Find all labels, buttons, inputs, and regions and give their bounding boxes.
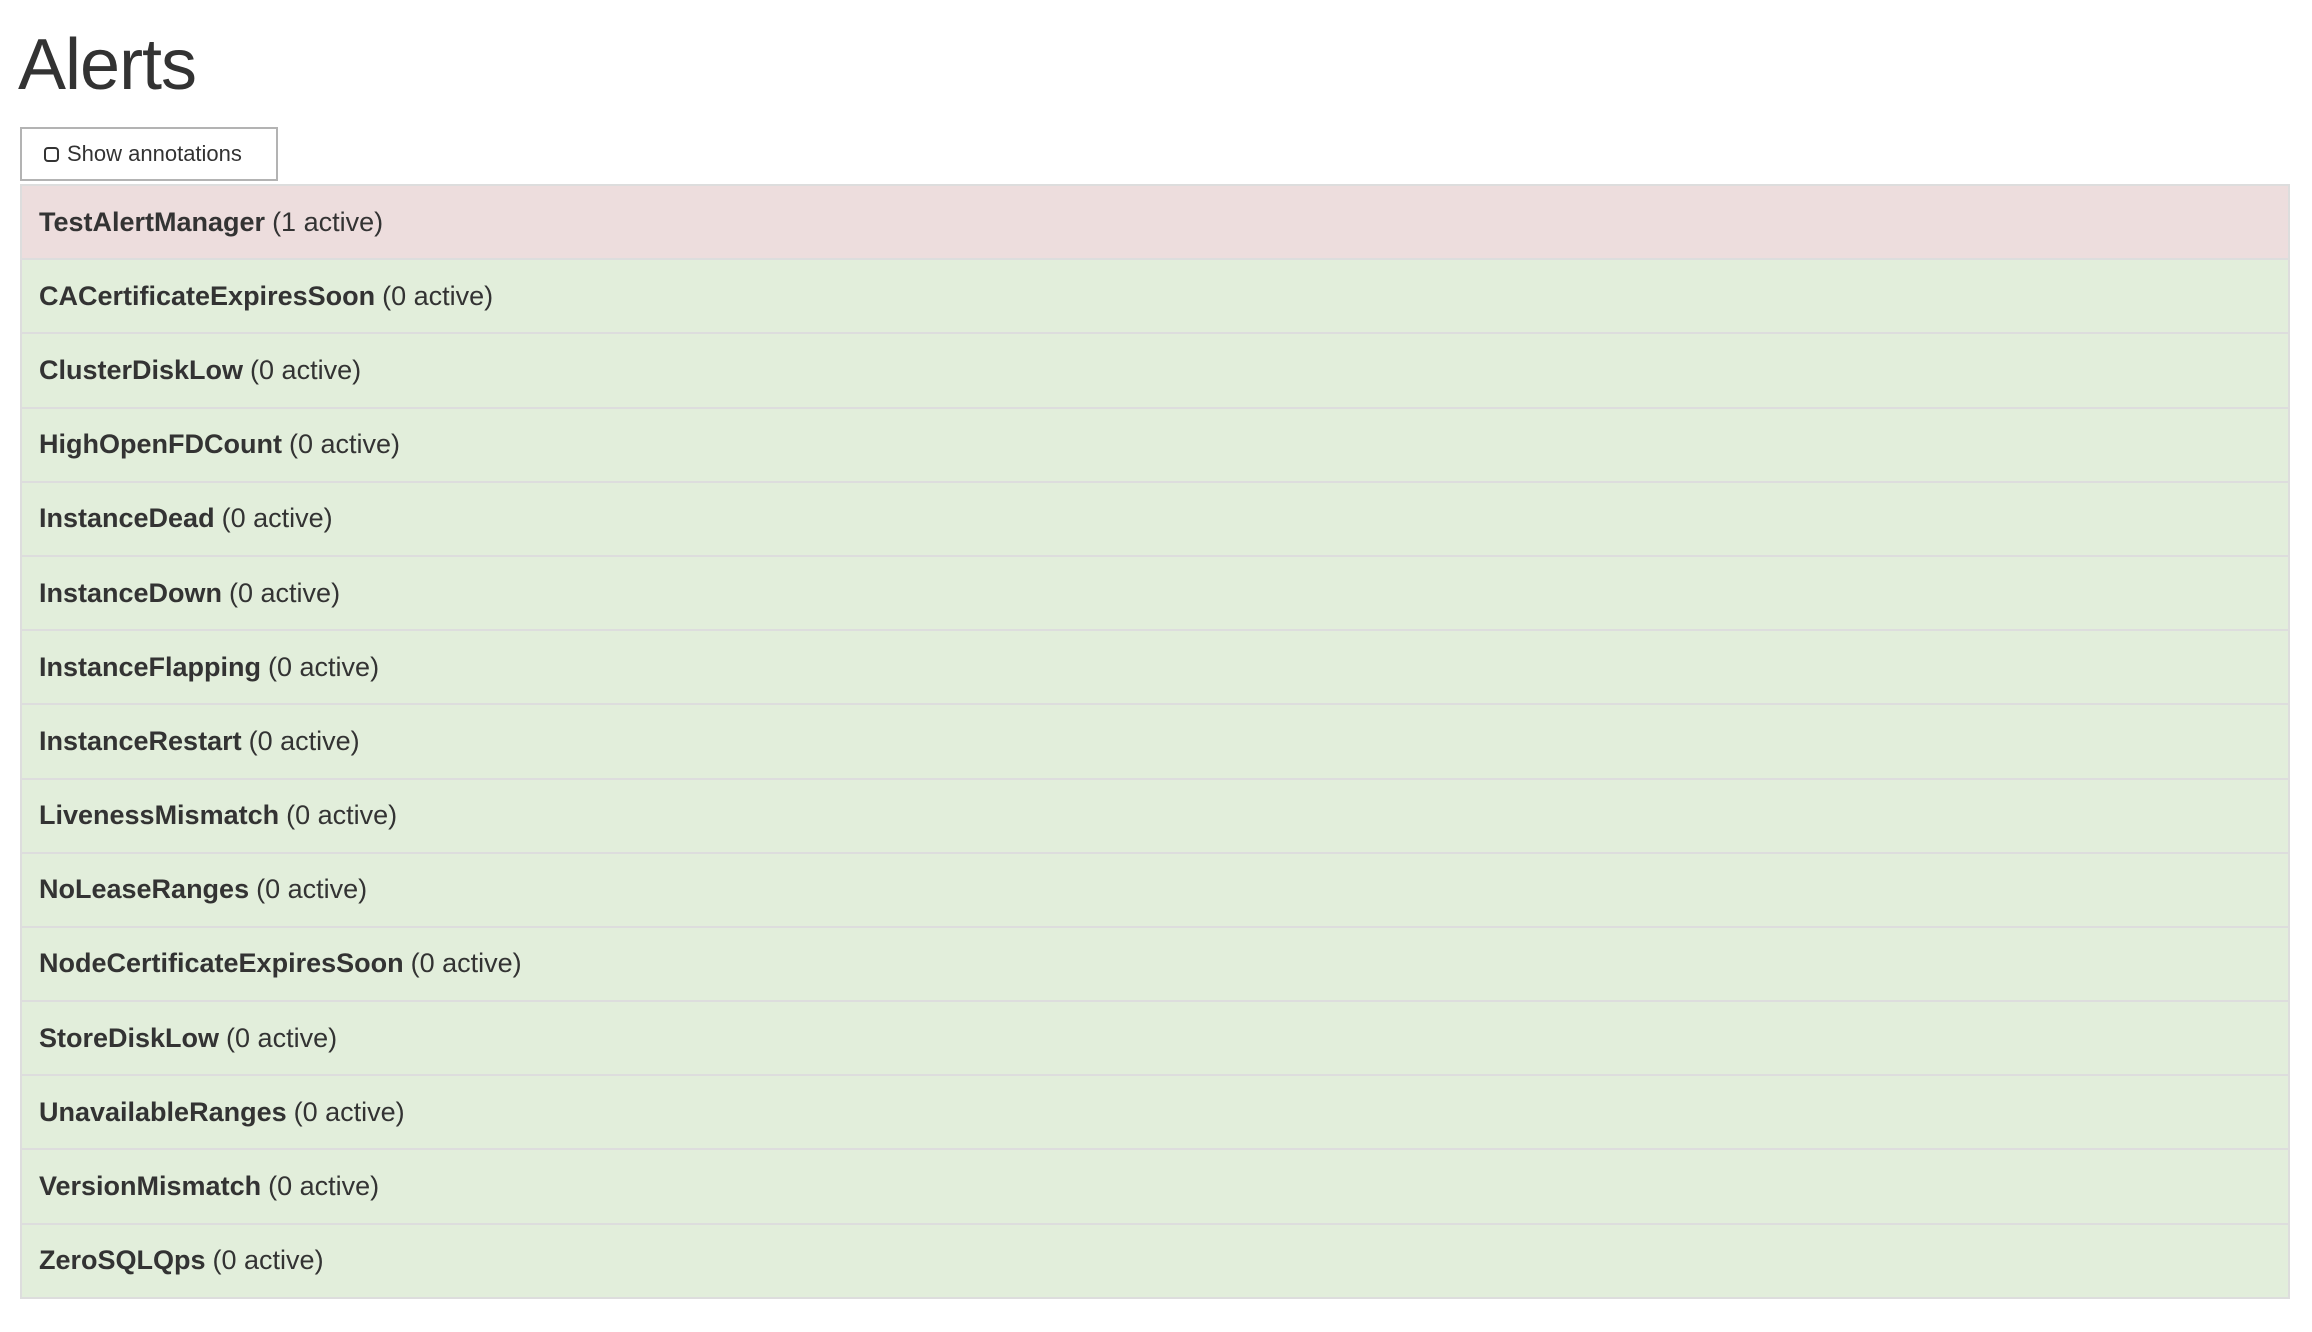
alert-name: TestAlertManager: [39, 206, 266, 237]
alert-name: NoLeaseRanges: [39, 874, 250, 905]
alert-group-row[interactable]: HighOpenFDCount (0 active): [22, 406, 2288, 481]
alert-active-count: (0 active): [256, 874, 368, 905]
alert-name: ZeroSQLQps: [39, 1245, 206, 1276]
alert-active-count: (0 active): [410, 948, 522, 979]
alert-group-row[interactable]: UnavailableRanges (0 active): [22, 1074, 2288, 1149]
alert-name: UnavailableRanges: [39, 1096, 287, 1127]
alert-active-count: (0 active): [248, 725, 360, 756]
show-annotations-label: Show annotations: [67, 141, 242, 166]
alert-name: CACertificateExpiresSoon: [39, 280, 376, 311]
alert-group-row[interactable]: InstanceRestart (0 active): [22, 703, 2288, 778]
alert-active-count: (0 active): [382, 280, 494, 311]
alert-name: InstanceRestart: [39, 725, 242, 756]
alert-active-count: (0 active): [221, 503, 333, 534]
alert-group-row[interactable]: TestAlertManager (1 active): [22, 184, 2288, 259]
alert-name: StoreDiskLow: [39, 1022, 220, 1053]
alert-group-row[interactable]: InstanceFlapping (0 active): [22, 629, 2288, 704]
alert-name: InstanceFlapping: [39, 651, 262, 682]
alert-group-row[interactable]: LivenessMismatch (0 active): [22, 777, 2288, 852]
alert-active-count: (1 active): [272, 206, 384, 237]
alert-group-row[interactable]: InstanceDead (0 active): [22, 480, 2288, 555]
alert-group-row[interactable]: ClusterDiskLow (0 active): [22, 332, 2288, 407]
alert-group-row[interactable]: CACertificateExpiresSoon (0 active): [22, 258, 2288, 333]
alert-active-count: (0 active): [226, 1022, 338, 1053]
alert-group-row[interactable]: NodeCertificateExpiresSoon (0 active): [22, 925, 2288, 1001]
alert-name: LivenessMismatch: [39, 800, 280, 831]
alert-active-count: (0 active): [268, 1171, 380, 1202]
alert-name: HighOpenFDCount: [39, 429, 282, 460]
alert-active-count: (0 active): [293, 1096, 405, 1127]
alert-active-count: (0 active): [288, 429, 400, 460]
alert-name: InstanceDead: [39, 503, 215, 534]
alert-active-count: (0 active): [268, 651, 380, 682]
alert-group-row[interactable]: VersionMismatch (0 active): [22, 1148, 2288, 1223]
alert-group-row[interactable]: ZeroSQLQps (0 active): [22, 1222, 2288, 1297]
alert-active-count: (0 active): [250, 354, 362, 385]
alert-group-row[interactable]: NoLeaseRanges (0 active): [22, 851, 2288, 926]
alert-active-count: (0 active): [286, 800, 398, 831]
show-annotations-toggle[interactable]: Show annotations: [20, 127, 278, 181]
alert-group-row[interactable]: StoreDiskLow (0 active): [22, 1000, 2288, 1075]
page-title: Alerts: [18, 25, 197, 105]
alert-list: TestAlertManager (1 active) CACertificateE…: [20, 184, 2290, 1299]
alert-name: NodeCertificateExpiresSoon: [39, 948, 404, 979]
alert-name: InstanceDown: [39, 577, 223, 608]
alert-name: VersionMismatch: [39, 1171, 262, 1202]
alert-group-row[interactable]: InstanceDown (0 active): [22, 554, 2288, 630]
checkbox-icon[interactable]: [44, 146, 59, 162]
alert-active-count: (0 active): [212, 1245, 324, 1276]
alert-active-count: (0 active): [229, 577, 341, 608]
alert-name: ClusterDiskLow: [39, 354, 244, 385]
